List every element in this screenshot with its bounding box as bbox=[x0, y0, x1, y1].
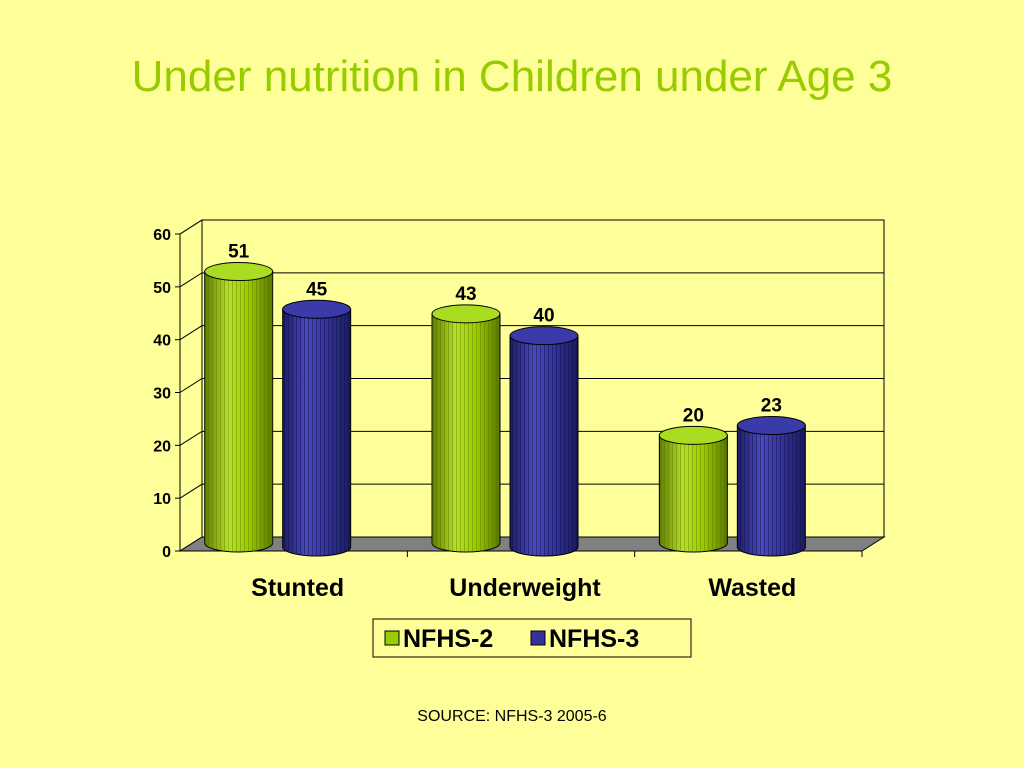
y-tick-label: 50 bbox=[153, 280, 171, 297]
bar-texture bbox=[659, 435, 728, 552]
bar bbox=[736, 415, 806, 557]
bar-texture bbox=[282, 309, 351, 556]
data-label: 45 bbox=[306, 279, 328, 300]
gridline bbox=[179, 430, 884, 446]
data-label: 23 bbox=[761, 395, 782, 416]
x-tick-label: Stunted bbox=[251, 574, 344, 602]
bar-texture bbox=[204, 271, 273, 552]
bar bbox=[431, 304, 501, 553]
gridline bbox=[179, 483, 884, 499]
bar-texture bbox=[737, 425, 806, 556]
data-label: 51 bbox=[228, 242, 250, 263]
slide-title: Under nutrition in Children under Age 3 bbox=[131, 52, 893, 101]
legend-swatch bbox=[530, 630, 546, 646]
gridline bbox=[179, 378, 884, 393]
bar bbox=[509, 326, 579, 557]
axes: 0 10 20 30 40 50 60 Stunted Underweight Wasted bbox=[153, 227, 863, 602]
bar-top bbox=[509, 326, 579, 346]
bar-top bbox=[204, 262, 274, 282]
bar-top bbox=[736, 415, 806, 435]
gridline bbox=[179, 219, 884, 235]
gridline bbox=[179, 272, 884, 288]
x-tick-label: Wasted bbox=[708, 574, 796, 602]
chart: 0 10 20 30 40 50 60 Stunted Underweight Wasted 51… bbox=[153, 219, 886, 658]
legend-swatch bbox=[384, 630, 400, 646]
y-tick-label: 20 bbox=[153, 438, 171, 455]
gridline bbox=[179, 325, 884, 341]
bar-texture bbox=[432, 313, 500, 552]
y-tick-label: 40 bbox=[153, 333, 171, 350]
bar-top bbox=[658, 425, 728, 445]
legend-label: NFHS-3 bbox=[549, 625, 639, 653]
data-labels: 51 45 43 40 20 23 bbox=[228, 242, 782, 427]
data-label: 43 bbox=[455, 284, 476, 305]
y-tick-label: 30 bbox=[153, 386, 171, 403]
bars bbox=[204, 262, 806, 557]
x-tick-label: Underweight bbox=[449, 574, 601, 602]
data-label: 40 bbox=[533, 306, 554, 327]
bar bbox=[658, 425, 728, 553]
data-label: 20 bbox=[683, 405, 704, 426]
y-tick-label: 0 bbox=[162, 544, 171, 561]
y-tick-label: 60 bbox=[153, 227, 171, 244]
bar bbox=[282, 299, 352, 557]
y-tick-label: 10 bbox=[153, 491, 171, 508]
source-note: SOURCE: NFHS-3 2005-6 bbox=[417, 708, 607, 725]
gridlines bbox=[179, 219, 884, 499]
legend: NFHS-2 NFHS-3 bbox=[372, 618, 692, 658]
bar bbox=[204, 262, 274, 553]
legend-label: NFHS-2 bbox=[403, 625, 493, 653]
bar-texture bbox=[510, 335, 578, 556]
bar-top bbox=[431, 304, 501, 324]
bar-top bbox=[282, 299, 352, 319]
